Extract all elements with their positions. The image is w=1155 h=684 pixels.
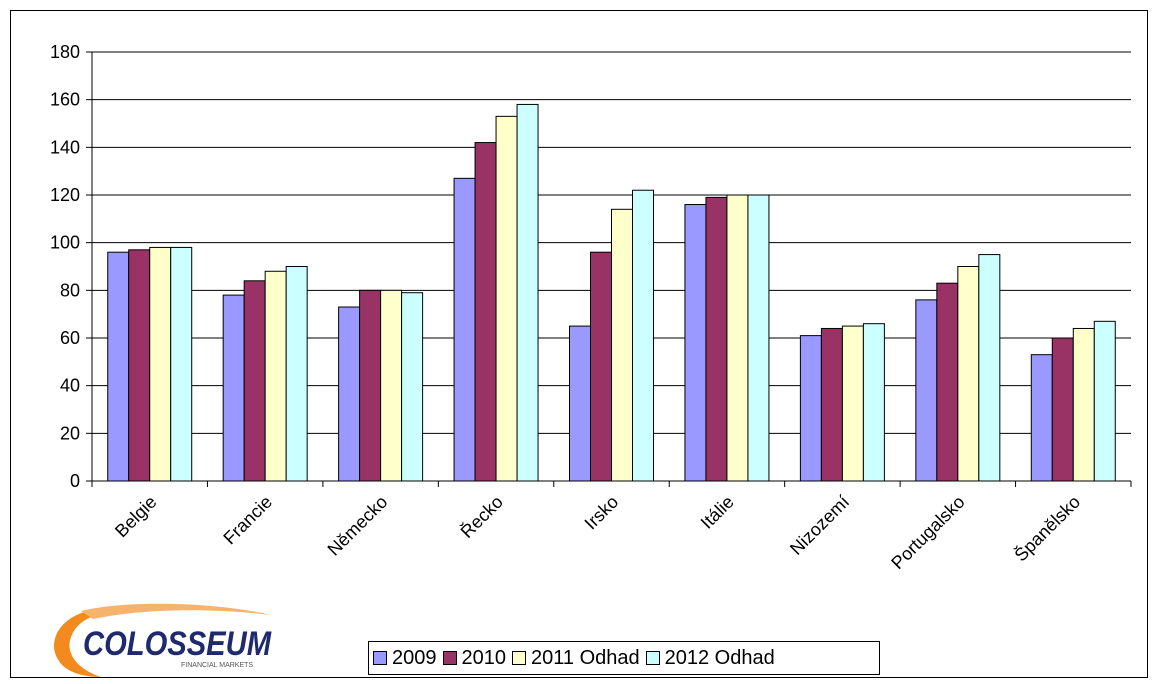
bar-2009 xyxy=(338,306,361,482)
x-category-label: Portugalsko xyxy=(887,492,968,573)
colosseum-logo: COLOSSEUM FINANCIAL MARKETS xyxy=(53,603,272,677)
legend-item: 2011 Odhad xyxy=(512,647,640,670)
y-tick-label: 160 xyxy=(50,90,80,110)
bar-2010 xyxy=(820,327,843,482)
logo-subtext: FINANCIAL MARKETS xyxy=(181,662,253,669)
legend-item: 2009 xyxy=(373,647,437,670)
x-category-label: Nizozemí xyxy=(786,492,853,559)
chart-legend: 2009 2010 2011 Odhad 2012 Odhad xyxy=(368,641,880,675)
y-tick-label: 80 xyxy=(60,280,80,300)
bar-2010 xyxy=(705,196,728,482)
y-tick-label: 140 xyxy=(50,137,80,157)
y-tick-label: 40 xyxy=(60,376,80,396)
bar-2010 xyxy=(590,251,612,482)
bar-2010 xyxy=(128,249,151,482)
legend-label: 2009 xyxy=(392,646,437,669)
x-category-label: Španělsko xyxy=(1010,491,1084,565)
y-tick-label: 120 xyxy=(50,185,80,205)
legend-label: 2011 Odhad xyxy=(531,646,640,669)
bar-2011-odhad xyxy=(841,325,864,482)
bar-2011-odhad xyxy=(495,115,518,482)
bar-2009 xyxy=(222,294,245,482)
bar-2011-odhad xyxy=(264,270,287,482)
bar-2009 xyxy=(799,335,822,482)
bar-2011-odhad xyxy=(1072,327,1095,482)
legend-label: 2012 Odhad xyxy=(664,646,775,669)
bar-2011-odhad xyxy=(380,289,403,482)
bar-chart: 0 20 40 60 80 100 120 140 160 180 Belgie Francie Něm… xyxy=(50,42,1132,573)
bar-2010 xyxy=(474,142,497,482)
bar-2009 xyxy=(1030,354,1053,482)
logo-text: COLOSSEUM xyxy=(83,625,272,663)
x-category-label: Řecko xyxy=(457,492,507,542)
y-tick-label: 0 xyxy=(70,471,80,491)
bar-2009 xyxy=(569,325,591,482)
chart-frame: 0 20 40 60 80 100 120 140 160 180 Belgie Francie Něm… xyxy=(10,10,1148,678)
bar-2012-odhad xyxy=(862,323,885,482)
legend-swatch xyxy=(442,651,457,665)
legend-swatch xyxy=(645,651,660,665)
bar-2011-odhad xyxy=(726,194,749,482)
legend-label: 2010 xyxy=(461,646,507,669)
x-category-label: Itálie xyxy=(697,492,738,533)
x-category-label: Irsko xyxy=(581,492,623,534)
bar-2010 xyxy=(936,282,959,482)
bar-2012-odhad xyxy=(632,189,654,482)
legend-item: 2010 xyxy=(442,646,507,670)
legend-swatch xyxy=(512,651,526,665)
bar-2012-odhad xyxy=(170,246,193,482)
x-category-label: Německo xyxy=(324,492,392,560)
y-tick-label: 100 xyxy=(50,233,80,253)
x-category-label: Belgie xyxy=(111,492,161,542)
bar-2010 xyxy=(359,289,382,482)
bar-2009 xyxy=(915,299,938,482)
bar-2012-odhad xyxy=(516,103,539,482)
bar-2011-odhad xyxy=(611,208,633,482)
y-tick-label: 20 xyxy=(60,423,80,443)
bar-2010 xyxy=(243,280,266,482)
bar-2011-odhad xyxy=(957,266,980,482)
bar-2009 xyxy=(684,204,707,482)
legend-item: 2012 Odhad xyxy=(645,646,775,670)
bar-2012-odhad xyxy=(747,194,770,482)
y-tick-label: 60 xyxy=(60,328,80,348)
bar-2009 xyxy=(107,251,130,482)
x-category-label: Francie xyxy=(219,492,276,549)
legend-swatch xyxy=(373,651,387,665)
bar-2010 xyxy=(1051,337,1074,482)
bar-2012-odhad xyxy=(401,292,424,482)
bar-2011-odhad xyxy=(149,246,172,482)
y-tick-label: 180 xyxy=(50,42,80,62)
bar-2012-odhad xyxy=(1093,320,1116,482)
bar-2012-odhad xyxy=(978,254,1001,482)
bar-2012-odhad xyxy=(285,266,308,482)
bar-2009 xyxy=(453,177,476,482)
